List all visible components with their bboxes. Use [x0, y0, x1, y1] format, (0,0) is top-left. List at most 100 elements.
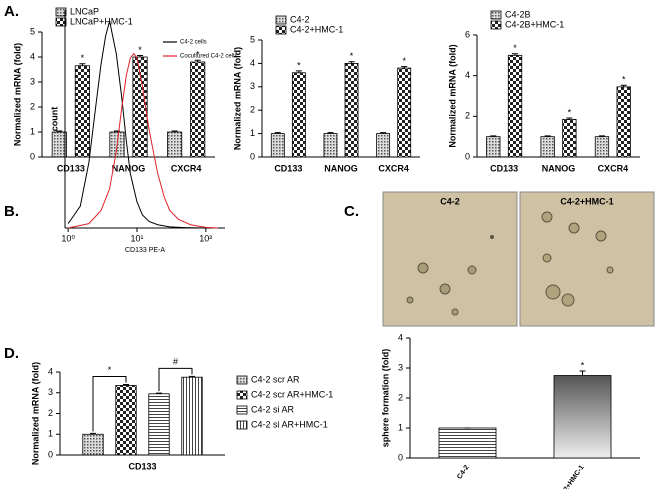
- error-bar: [274, 132, 281, 134]
- y-tick-label: 0: [48, 449, 53, 459]
- x-tick-label: CXCR4: [171, 163, 202, 173]
- error-bar: [56, 130, 63, 132]
- y-axis-label: Normalized mRNA (fold): [447, 44, 457, 147]
- legend-swatch: [55, 7, 67, 17]
- error-bar: [79, 63, 86, 66]
- bar: [74, 65, 90, 158]
- x-tick-label: 10¹: [130, 233, 143, 243]
- y-tick-label: 0: [30, 151, 35, 161]
- significance-mark: *: [108, 365, 112, 375]
- legend-swatch: [236, 390, 248, 400]
- y-tick-label: 0: [250, 151, 255, 161]
- bar: [540, 136, 555, 158]
- bar: [51, 131, 67, 158]
- x-tick-label: CXCR4: [598, 163, 629, 173]
- bar: [148, 393, 170, 456]
- y-tick-label: 0: [398, 452, 403, 462]
- error-bar: [544, 135, 551, 137]
- error-bar: [327, 132, 334, 134]
- x-tick-label: 10²: [199, 233, 212, 243]
- legend-swatch: [490, 20, 502, 30]
- histogram-line: [68, 52, 218, 229]
- y-tick-label: 0: [465, 151, 470, 161]
- panel-label: C.: [344, 203, 359, 220]
- error-bar: [490, 135, 497, 137]
- y-tick-label: 2: [398, 392, 403, 402]
- bar: [616, 86, 631, 158]
- legend-label: C4-2 cells: [180, 40, 207, 46]
- y-tick-label: 2: [30, 101, 35, 111]
- y-tick-label: 1: [48, 429, 53, 439]
- y-tick-label: 4: [398, 332, 403, 342]
- error-bar: [194, 59, 201, 62]
- error-bar: [123, 383, 129, 386]
- error-bar: [348, 61, 355, 64]
- x-tick-label: CD133: [274, 163, 302, 173]
- bar: [323, 133, 338, 158]
- bar: [438, 427, 497, 459]
- significance-mark: *: [297, 60, 301, 70]
- bar: [190, 61, 206, 158]
- y-tick-label: 3: [398, 362, 403, 372]
- bar: [553, 375, 612, 459]
- panel-label: B.: [4, 203, 19, 220]
- y-axis-label: Normalized mRNA (fold): [232, 47, 242, 150]
- legend-label: C4-2 scr AR+HMC-1: [251, 389, 333, 399]
- significance-mark: *: [513, 43, 517, 53]
- significance-mark: *: [581, 360, 585, 370]
- bar: [270, 133, 285, 158]
- x-axis-label: CD133 PE-A: [125, 247, 165, 254]
- panel-label: D.: [4, 345, 19, 362]
- micrograph: C4-2: [382, 191, 518, 327]
- error-bar: [598, 135, 605, 137]
- y-axis-label: Normalized mRNA (fold): [12, 43, 22, 146]
- legend-swatch: [275, 25, 287, 35]
- error-bar: [579, 370, 586, 376]
- significance-mark: *: [402, 56, 406, 66]
- legend-label: C4-2 si AR: [251, 404, 295, 414]
- legend-label: C4-2+HMC-1: [290, 24, 343, 34]
- error-bar: [90, 432, 96, 435]
- significance-mark: *: [622, 75, 626, 85]
- error-bar: [401, 66, 408, 69]
- significance-mark: *: [350, 51, 354, 61]
- bar: [181, 376, 203, 456]
- legend-swatch: [275, 15, 287, 25]
- histogram-line: [67, 20, 206, 229]
- y-tick-label: 6: [465, 29, 470, 39]
- legend-swatch: [55, 17, 67, 27]
- panel-label: A.: [4, 3, 19, 20]
- error-bar: [137, 55, 144, 57]
- y-tick-label: 4: [48, 366, 53, 376]
- significance-mark: #: [173, 357, 178, 367]
- y-tick-label: 3: [30, 76, 35, 86]
- error-bar: [156, 392, 162, 394]
- bracket: [158, 367, 193, 392]
- legend-label: LNCaP+HMC-1: [70, 16, 133, 26]
- bar: [376, 133, 391, 158]
- bracket: [92, 375, 127, 432]
- y-tick-label: 3: [48, 387, 53, 397]
- significance-mark: *: [138, 45, 142, 55]
- error-bar: [512, 53, 519, 56]
- y-tick-label: 1: [30, 126, 35, 136]
- bar: [344, 63, 359, 158]
- error-bar: [171, 130, 178, 132]
- error-bar: [189, 375, 195, 378]
- legend-label: C4-2 si AR+HMC-1: [251, 419, 328, 429]
- y-tick-label: 1: [398, 422, 403, 432]
- bar: [115, 385, 137, 456]
- error-bar: [566, 117, 573, 120]
- bar: [486, 136, 501, 158]
- legend-swatch: [236, 405, 248, 415]
- y-tick-label: 2: [465, 111, 470, 121]
- x-tick-label: NANOG: [112, 163, 146, 173]
- x-tick-label: C4-2+HMC-1: [556, 464, 586, 489]
- y-tick-label: 5: [250, 34, 255, 44]
- y-tick-label: 2: [48, 408, 53, 418]
- micrograph: C4-2+HMC-1: [519, 191, 655, 327]
- legend-swatch: [490, 10, 502, 20]
- micrograph-label: C4-2+HMC-1: [560, 196, 613, 206]
